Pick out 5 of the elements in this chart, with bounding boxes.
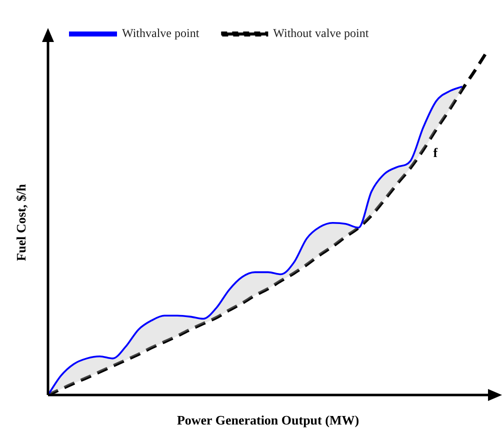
y-axis-title: Fuel Cost, $/h <box>13 183 28 261</box>
annotation: f <box>433 145 438 160</box>
legend-label: Without valve point <box>273 26 370 40</box>
legend-label: Withvalve point <box>122 26 200 40</box>
x-axis-title: Power Generation Output (MW) <box>176 412 360 428</box>
